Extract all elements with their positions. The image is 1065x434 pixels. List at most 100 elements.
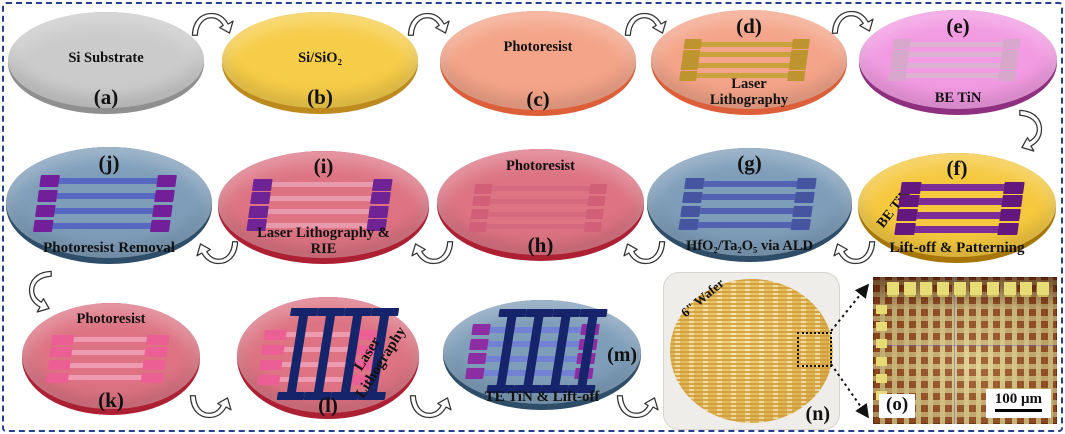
wafer-surface xyxy=(6,147,212,258)
panel-letter-m: (m) xyxy=(607,344,638,366)
wafer-laser-lithography-rie: (i) Laser Lithography & RIE xyxy=(218,151,429,264)
flow-arrow-m-n xyxy=(616,395,659,419)
electrode-bar xyxy=(249,192,391,205)
wafer-label: Photoresist xyxy=(503,39,573,56)
flow-arrow-f-g xyxy=(833,241,876,265)
top-electrode-beams xyxy=(485,308,608,393)
electrode-bars xyxy=(887,39,1021,82)
panel-letter-c: (c) xyxy=(526,86,550,111)
scale-bar-label: 100 μm xyxy=(994,391,1042,407)
electrode-bar xyxy=(472,195,607,206)
electrode-bar xyxy=(899,181,1025,194)
electrode-bar xyxy=(468,221,603,232)
flow-arrow-k-l xyxy=(189,395,232,419)
electrode-bar xyxy=(32,219,171,232)
electrode-bar xyxy=(47,360,166,371)
wafer-label: HfO₂/Ta₂O₅ via ALD xyxy=(686,238,813,255)
wafer-surface xyxy=(218,151,429,258)
electrode-bar xyxy=(50,334,170,345)
flow-arrow-g-h xyxy=(623,241,666,265)
electrode-bars xyxy=(32,174,177,232)
electrode-bar xyxy=(470,208,605,219)
wafer-surface xyxy=(8,12,204,108)
electrode-bars xyxy=(245,178,393,232)
zoom-region-box xyxy=(797,332,832,367)
wafer-laser-lithography-1: (d) Laser Lithography xyxy=(651,10,847,115)
electrode-bars xyxy=(893,181,1025,235)
electrode-bar xyxy=(45,373,165,384)
flow-arrow-i-j xyxy=(196,241,239,265)
wafer-hfo2-ta2o5-ald: (g) HfO₂/Ta₂O₅ via ALD xyxy=(647,148,852,262)
wafer-surface xyxy=(858,153,1056,257)
panel-letter-f: (f) xyxy=(946,156,968,181)
wafer-photo xyxy=(670,279,833,423)
flow-arrow-j-k xyxy=(28,270,52,313)
wafer-te-tin-liftoff: (m) TE TiN & Lift-off xyxy=(443,300,641,410)
electrode-bar xyxy=(683,177,817,189)
wafer-label: TE TiN & Lift-off xyxy=(484,389,600,406)
wafer-si-substrate: Si Substrate (a) xyxy=(8,12,204,114)
wafer-label: Lift-off & Patterning xyxy=(889,239,1025,256)
flow-arrow-c-d xyxy=(624,12,667,36)
electrode-bar xyxy=(39,174,177,187)
contact-pads-row xyxy=(887,282,1049,295)
flow-arrow-b-c xyxy=(407,12,450,36)
micrograph-panel: (o) 100 μm xyxy=(873,277,1057,424)
electrode-bar xyxy=(889,60,1018,71)
wafer-surface xyxy=(647,148,852,256)
wafer-label: Photoresist Removal xyxy=(43,240,175,257)
electrode-bar xyxy=(683,39,811,50)
wafer-surface xyxy=(222,12,418,108)
scale-bar: 100 μm xyxy=(985,389,1051,418)
panel-letter-g: (g) xyxy=(737,151,762,176)
electrode-bar xyxy=(897,195,1023,208)
electrode-bars xyxy=(468,183,609,232)
wafer-label: Photoresist xyxy=(505,158,576,175)
electrode-bar xyxy=(37,189,175,202)
electrode-bar xyxy=(247,206,389,219)
electrode-bar xyxy=(48,347,168,358)
panel-letter-o: (o) xyxy=(879,394,916,418)
panel-letter-e: (e) xyxy=(946,14,970,39)
wafer-be-tin-deposition: (e) BE TiN xyxy=(859,10,1057,115)
wafer-label: Laser Lithography xyxy=(709,75,789,108)
panel-letter-b: (b) xyxy=(307,84,333,109)
electrode-bars xyxy=(678,177,817,231)
flow-arrow-l-m xyxy=(409,395,452,419)
electrode-bar xyxy=(895,208,1021,221)
wafer-liftoff-patterning: (f) BE TiN Lift-off & Patterning xyxy=(858,153,1056,263)
wafer-surface xyxy=(440,11,636,110)
panel-letter-k: (k) xyxy=(98,387,124,412)
wafer-photoresist-3: Photoresist (k) xyxy=(22,303,200,415)
panel-letter-l: (l) xyxy=(318,392,338,417)
wafer-label: Photoresist xyxy=(76,310,146,327)
crosshair-line xyxy=(873,344,1057,346)
electrode-bar xyxy=(678,219,811,231)
wafer-label: Si Substrate xyxy=(68,49,144,66)
panel-letter-n: (n) xyxy=(805,403,830,425)
electrode-bar xyxy=(682,191,815,203)
wafer-label: Si/SiO₂ xyxy=(298,49,342,66)
wafer-si-sio2: Si/SiO₂ (b) xyxy=(222,12,418,114)
electrode-bars xyxy=(45,334,170,384)
wafer-label: BE TiN xyxy=(934,89,982,106)
electrode-bar xyxy=(680,60,808,71)
flow-arrow-d-e xyxy=(831,10,874,34)
electrode-bar xyxy=(682,50,810,61)
panel-letter-h: (h) xyxy=(527,232,554,257)
flow-arrow-e-f xyxy=(1019,109,1043,152)
contact-pads-column xyxy=(876,305,887,400)
panel-letter-d: (d) xyxy=(736,14,762,39)
panel-letter-a: (a) xyxy=(93,84,119,109)
scale-bar-rule xyxy=(994,409,1042,412)
panel-letter-i: (i) xyxy=(313,154,334,179)
wafer-laser-lithography-2: Laser Lithography (l) xyxy=(237,297,419,419)
electrode-bar xyxy=(887,71,1016,82)
panel-letter-j: (j) xyxy=(98,150,120,175)
wafer-photoresist-removal: (j) Photoresist Removal xyxy=(6,147,212,264)
flow-arrow-h-i xyxy=(411,241,454,265)
electrode-bar xyxy=(680,205,813,217)
wafer-label: Laser Lithography & RIE xyxy=(257,225,390,258)
crosshair-line xyxy=(953,277,955,424)
